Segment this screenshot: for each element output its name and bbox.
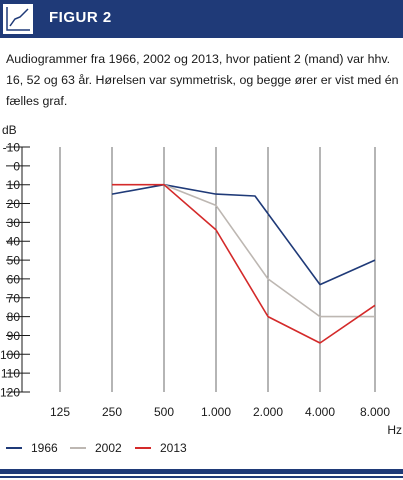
audiogram-chart: dB -10 0 10 20 30 40 50 60 70 80 90 100 110 120 125 250 5…: [0, 123, 402, 436]
legend-label-2002: 2002: [95, 441, 122, 455]
y-tick-label-80: 80: [7, 310, 21, 324]
y-tick-label-120: 120: [0, 386, 20, 400]
series-line-2002: [163, 183, 375, 318]
y-tick-label-60: 60: [7, 272, 21, 286]
y-tick-label-0: 0: [13, 159, 20, 173]
y-tick-label-90: 90: [7, 329, 21, 343]
figure-title: FIGUR 2: [49, 9, 112, 26]
figure-header: FIGUR 2: [0, 0, 403, 38]
y-tick-label-10: 10: [7, 178, 21, 192]
y-tick-label-40: 40: [7, 235, 21, 249]
footer-rule: [0, 476, 403, 478]
line-chart-icon: [3, 4, 33, 34]
figure-caption: Audiogrammer fra 1966, 2002 og 2013, hvo…: [6, 52, 399, 108]
y-tick-label-70: 70: [7, 291, 21, 305]
y-axis-unit: dB: [2, 123, 17, 137]
y-tick-label-50: 50: [7, 254, 21, 268]
y-tick-label-110: 110: [1, 367, 20, 381]
x-tick-label-500: 500: [154, 405, 174, 419]
legend-swatch-2013: [135, 447, 151, 449]
legend-item-2013: 2013: [135, 441, 187, 455]
legend-label-1966: 1966: [31, 441, 58, 455]
x-axis-unit: Hz: [387, 423, 402, 436]
chart-legend: 1966 2002 2013: [0, 441, 403, 459]
x-tick-label-8.000: 8.000: [360, 405, 390, 419]
y-tick-label-100: 100: [0, 348, 20, 362]
x-tick-label-2.000: 2.000: [253, 405, 283, 419]
legend-item-1966: 1966: [6, 441, 58, 455]
series-line-2013: [112, 183, 376, 344]
y-tick-label--10: -10: [3, 141, 21, 155]
legend-label-2013: 2013: [160, 441, 187, 455]
x-tick-label-1.000: 1.000: [201, 405, 231, 419]
legend-swatch-1966: [6, 447, 22, 449]
legend-swatch-2002: [70, 447, 86, 449]
legend-item-2002: 2002: [70, 441, 122, 455]
y-tick-label-30: 30: [7, 216, 21, 230]
x-tick-label-4.000: 4.000: [305, 405, 335, 419]
x-tick-label-250: 250: [102, 405, 122, 419]
series-line-1966: [111, 183, 376, 286]
footer-bar: [0, 469, 403, 474]
y-tick-label-20: 20: [7, 197, 21, 211]
x-tick-label-125: 125: [50, 405, 70, 419]
